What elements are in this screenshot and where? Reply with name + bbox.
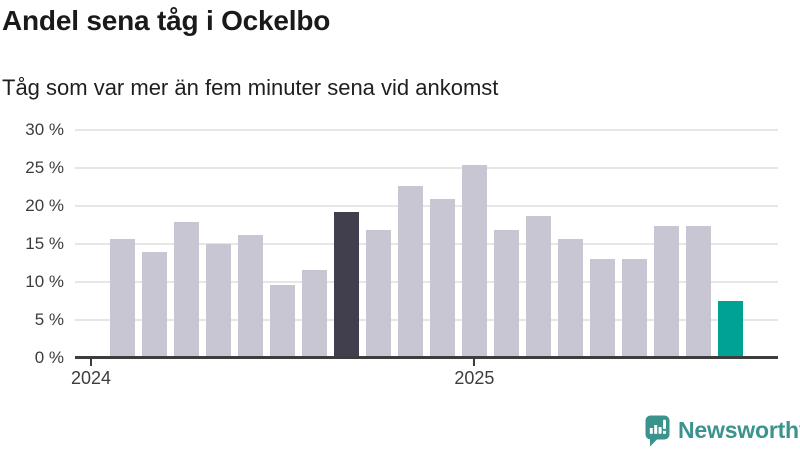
- bar-2025-05: [589, 259, 615, 358]
- x-axis-tick-2025: [473, 357, 476, 366]
- y-axis-label-15: 15 %: [25, 233, 64, 253]
- gridline-10: [75, 280, 778, 283]
- x-axis-tick-2024: [90, 357, 92, 366]
- brand-name: Newsworthy: [678, 417, 800, 443]
- bar-2024-05: [206, 243, 232, 358]
- y-axis-label-0: 0 %: [34, 347, 64, 367]
- bar-2024-08: [302, 269, 328, 358]
- bar-2025-09: [717, 300, 743, 358]
- gridline-15: [75, 242, 778, 245]
- bar-2024-10: [366, 230, 392, 358]
- y-axis-label-20: 20 %: [25, 196, 64, 216]
- bar-2024-11: [398, 185, 423, 358]
- x-axis-label-2025: 2025: [454, 368, 495, 388]
- bar-2025-04: [557, 238, 583, 358]
- y-axis-label-10: 10 %: [25, 271, 64, 291]
- bar-2025-06: [621, 259, 647, 358]
- bar-2024-07: [270, 284, 296, 358]
- bar-2024-12: [430, 199, 455, 358]
- page-title: Andel sena tåg i Ockelbo: [2, 5, 331, 36]
- y-axis-label-25: 25 %: [25, 158, 64, 178]
- newsworthy-logo: Newsworthy: [645, 415, 800, 447]
- bar-2024-04: [174, 222, 200, 358]
- x-axis-label-2024: 2024: [70, 368, 112, 388]
- x-axis-line: [75, 356, 778, 359]
- gridline-25: [75, 167, 778, 170]
- y-axis-label-30: 30 %: [25, 120, 64, 140]
- bar-2025-03: [525, 215, 551, 358]
- newsworthy-chart-bubble-icon: [645, 415, 670, 447]
- bar-2024-02: [110, 238, 136, 358]
- y-axis-label-5: 5 %: [34, 309, 64, 329]
- bar-2025-08: [685, 225, 711, 358]
- bar-2024-09: [334, 212, 360, 358]
- gridline-20: [75, 205, 778, 208]
- bar-2024-06: [238, 234, 264, 358]
- bar-2024-03: [142, 251, 168, 358]
- gridline-5: [75, 318, 778, 321]
- chart-subtitle: Tåg som var mer än fem minuter sena vid …: [2, 75, 499, 100]
- bar-2025-01: [461, 164, 487, 358]
- gridline-30: [75, 129, 778, 132]
- bar-2025-07: [653, 225, 679, 358]
- bar-2025-02: [493, 230, 519, 358]
